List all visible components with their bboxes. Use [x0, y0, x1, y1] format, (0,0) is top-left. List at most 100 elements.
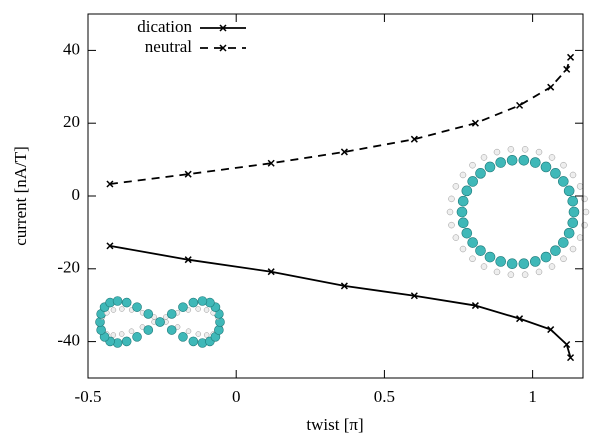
hydrogen-atom	[203, 307, 210, 313]
carbon-atom	[132, 332, 142, 342]
hydrogen-atom	[118, 331, 125, 337]
x-tick-label: 0.5	[374, 387, 395, 406]
carbon-atom	[495, 157, 506, 168]
hydrogen-atom	[535, 268, 543, 276]
carbon-atom	[467, 237, 478, 248]
carbon-atom	[518, 154, 530, 166]
x-tick-label: 1	[528, 387, 537, 406]
hydrogen-atom	[535, 148, 543, 156]
carbon-atom	[506, 258, 518, 270]
molecule-images	[95, 146, 590, 348]
hydrogen-atom	[480, 154, 488, 161]
x-tick-label: 0	[232, 387, 241, 406]
point-marker	[563, 340, 571, 349]
y-tick-label: 0	[72, 185, 81, 204]
legend-marker	[219, 24, 227, 32]
hydrogen-atom	[569, 245, 577, 253]
carbon-atom	[475, 168, 486, 179]
point-marker	[547, 326, 555, 334]
point-marker	[516, 101, 524, 109]
carbon-atom	[563, 227, 575, 239]
point-marker	[410, 292, 418, 300]
carbon-atom	[475, 245, 486, 256]
point-marker	[563, 65, 571, 73]
y-tick-label: -20	[57, 258, 80, 277]
carbon-atom	[550, 168, 561, 179]
carbon-atom	[166, 309, 177, 319]
carbon-atom	[166, 325, 177, 335]
y-axis-label: current [nA/T]	[11, 146, 30, 246]
hydrogen-atom	[448, 221, 455, 229]
carbon-atom	[567, 217, 579, 229]
carbon-atom	[188, 297, 199, 308]
point-marker	[567, 354, 575, 362]
hydrogen-atom	[493, 268, 501, 276]
carbon-atom	[143, 325, 154, 335]
hydrogen-atom	[203, 332, 210, 338]
hydrogen-atom	[521, 271, 529, 278]
carbon-atom	[550, 245, 561, 256]
y-tick-label: 20	[63, 112, 80, 131]
hydrogen-atom	[560, 255, 567, 263]
carbon-atom	[456, 206, 468, 218]
hydrogen-atom	[110, 332, 117, 338]
carbon-atom	[567, 195, 579, 207]
carbon-atom	[518, 258, 530, 270]
carbon-atom	[457, 217, 469, 229]
hydrogen-atom	[480, 263, 488, 270]
carbon-atom	[121, 297, 132, 308]
hydrogen-atom	[469, 255, 476, 263]
point-marker	[106, 180, 114, 188]
hydrogen-atom	[576, 234, 584, 241]
hydrogen-atom	[576, 183, 584, 190]
point-marker	[267, 159, 275, 167]
carbon-atom	[132, 302, 142, 312]
y-tick-label: 40	[63, 39, 80, 58]
hydrogen-atom	[452, 234, 460, 241]
carbon-atom	[197, 296, 208, 306]
carbon-atom	[214, 325, 224, 335]
carbon-atom	[178, 332, 188, 342]
hydrogen-atom	[459, 171, 467, 179]
carbon-atom	[188, 336, 199, 347]
series-line	[109, 244, 572, 358]
carbon-atom	[530, 256, 541, 267]
carbon-atom	[143, 309, 154, 319]
hydrogen-atom	[507, 271, 515, 278]
hydrogen-atom	[548, 263, 556, 270]
point-marker	[516, 315, 524, 323]
hydrogen-atom	[548, 154, 556, 161]
point-marker	[340, 282, 348, 290]
hydrogen-atom	[569, 171, 577, 179]
carbon-atom	[467, 176, 478, 187]
hydrogen-atom	[195, 306, 201, 312]
legend-label: neutral	[145, 37, 192, 56]
carbon-atom	[457, 195, 469, 207]
y-tick-label: -40	[57, 331, 80, 350]
hydrogen-atom	[110, 307, 117, 313]
series-line	[109, 57, 572, 185]
hydrogen-atom	[459, 245, 467, 253]
hydrogen-atom	[469, 161, 476, 169]
hydrogen-atom	[581, 221, 588, 229]
hydrogen-atom	[448, 195, 455, 203]
carbon-atom	[112, 296, 123, 306]
hydrogen-atom	[119, 306, 125, 312]
carbon-atom	[461, 227, 473, 239]
carbon-atom	[121, 336, 132, 347]
carbon-atom	[96, 325, 106, 335]
hydrogen-atom	[582, 208, 590, 216]
point-marker	[267, 268, 275, 276]
carbon-atom	[155, 317, 165, 327]
carbon-atom	[484, 161, 496, 173]
hydrogen-atom	[446, 208, 454, 216]
point-marker	[184, 170, 192, 178]
hydrogen-atom	[521, 146, 529, 153]
point-marker	[184, 256, 192, 264]
x-axis-label: twist [π]	[306, 415, 363, 434]
carbon-atom	[495, 256, 506, 267]
carbon-atom	[558, 237, 569, 248]
hydrogen-atom	[507, 146, 515, 153]
hydrogen-atom	[128, 328, 135, 334]
carbon-atom	[568, 206, 580, 218]
